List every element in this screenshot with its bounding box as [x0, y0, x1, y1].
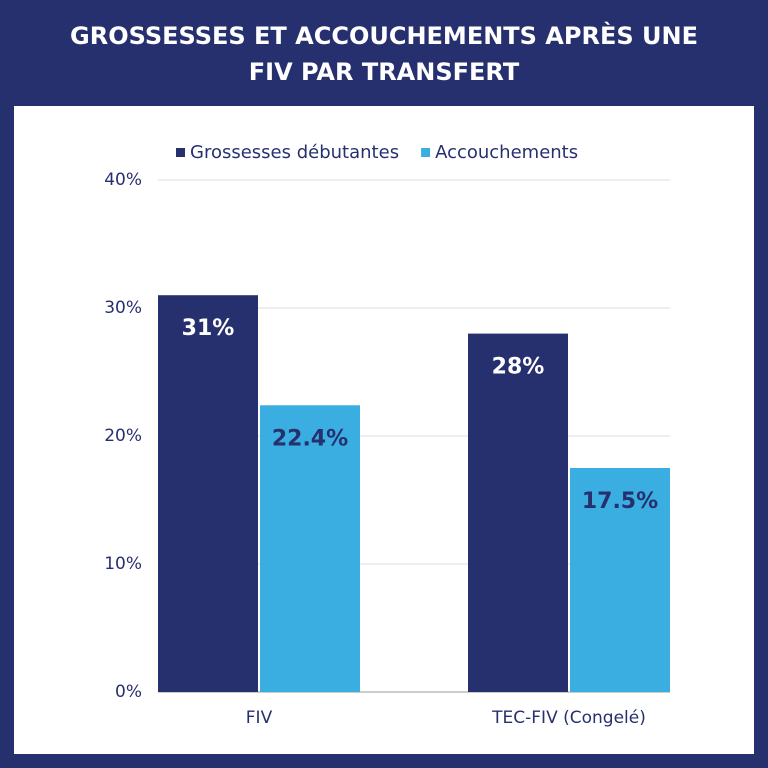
legend-swatch [176, 148, 185, 157]
y-tick-label: 20% [104, 426, 142, 446]
bar [468, 333, 568, 692]
bar [260, 405, 360, 692]
legend-label: Grossesses débutantes [190, 142, 399, 163]
y-tick-label: 30% [104, 298, 142, 318]
y-tick-label: 10% [104, 554, 142, 574]
y-tick-label: 40% [104, 170, 142, 190]
bar [158, 295, 258, 692]
x-tick-label: FIV [246, 708, 273, 728]
legend-swatch [421, 148, 431, 157]
value-label: 31% [182, 316, 235, 341]
value-label: 22.4% [272, 426, 348, 451]
y-tick-label: 0% [115, 682, 142, 702]
value-label: 17.5% [582, 489, 658, 514]
value-label: 28% [492, 355, 545, 380]
chart-title: GROSSESSES ET ACCOUCHEMENTS APRÈS UNE FI… [70, 22, 698, 86]
legend-label: Accouchements [435, 142, 578, 163]
x-tick-label: TEC-FIV (Congelé) [491, 708, 646, 728]
bar [570, 468, 670, 692]
